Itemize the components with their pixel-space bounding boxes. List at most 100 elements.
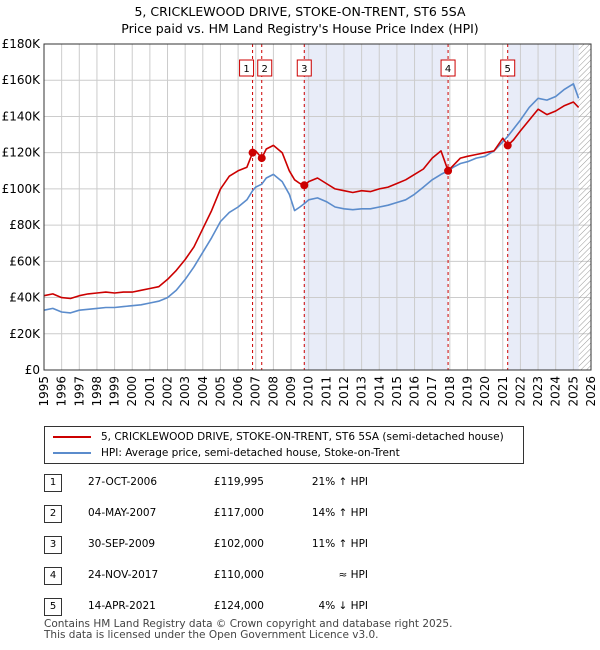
sale-label-text: 2 bbox=[262, 64, 268, 75]
chart-title: 5, CRICKLEWOOD DRIVE, STOKE-ON-TRENT, ST… bbox=[0, 3, 600, 37]
transaction-hpi: 21% ↑ HPI bbox=[311, 476, 368, 488]
x-tick-label: 2020 bbox=[478, 376, 492, 407]
shaded-range bbox=[507, 44, 579, 370]
x-tick-label: 2018 bbox=[443, 376, 457, 407]
transaction-hpi: 4% ↓ HPI bbox=[318, 600, 368, 612]
y-tick-label: £40K bbox=[9, 291, 41, 305]
transaction-row: 4 24-NOV-2017 £110,000 ≈ HPI bbox=[44, 567, 444, 598]
y-tick-label: £0 bbox=[25, 363, 40, 377]
y-tick-label: £160K bbox=[2, 73, 42, 87]
legend-item-property: 5, CRICKLEWOOD DRIVE, STOKE-ON-TRENT, ST… bbox=[53, 429, 504, 445]
x-tick-label: 1996 bbox=[55, 376, 69, 407]
transaction-price: £124,000 bbox=[213, 600, 264, 612]
sale-label-box bbox=[257, 59, 273, 77]
x-tick-label: 2001 bbox=[143, 376, 157, 407]
sale-point bbox=[257, 154, 266, 163]
sale-point bbox=[444, 166, 453, 175]
sale-label: 1 bbox=[239, 59, 255, 77]
grid-lines bbox=[43, 43, 592, 371]
x-tick-label: 2003 bbox=[178, 376, 192, 407]
footer-line-1: Contains HM Land Registry data © Crown c… bbox=[44, 618, 453, 630]
forecast-area bbox=[578, 44, 591, 370]
x-tick-label: 1995 bbox=[37, 376, 51, 407]
transaction-hpi: 11% ↑ HPI bbox=[311, 538, 368, 550]
x-tick-label: 2011 bbox=[319, 376, 333, 407]
legend-label-hpi: HPI: Average price, semi-detached house,… bbox=[101, 447, 400, 459]
sale-label: 3 bbox=[296, 59, 312, 77]
transaction-date: 27-OCT-2006 bbox=[88, 476, 157, 488]
y-tick-label: £100K bbox=[2, 182, 42, 196]
transactions-table: 1 27-OCT-2006 £119,995 21% ↑ HPI 2 04-MA… bbox=[44, 474, 444, 629]
x-tick-label: 2000 bbox=[125, 376, 139, 407]
x-tick-label: 2022 bbox=[513, 376, 527, 407]
sale-label-box bbox=[296, 59, 312, 77]
price-chart: 1 2 3 4 5 £0£20K£40K£60K£80K£100K£120K£140K£… bbox=[2, 37, 598, 407]
transaction-hpi: ≈ HPI bbox=[338, 569, 368, 581]
transaction-number: 2 bbox=[44, 505, 62, 523]
x-tick-label: 2002 bbox=[161, 376, 175, 407]
transaction-row: 3 30-SEP-2009 £102,000 11% ↑ HPI bbox=[44, 536, 444, 567]
x-tick-label: 2025 bbox=[566, 376, 580, 407]
forecast-hatch bbox=[578, 44, 591, 370]
sale-point bbox=[503, 141, 512, 150]
x-tick-label: 2026 bbox=[584, 376, 598, 407]
x-tick-label: 1999 bbox=[108, 376, 122, 407]
sale-label-text: 1 bbox=[243, 64, 249, 75]
x-tick-label: 2017 bbox=[425, 376, 439, 407]
y-tick-label: £20K bbox=[9, 327, 41, 341]
sale-label-box bbox=[440, 59, 456, 77]
x-tick-label: 2005 bbox=[213, 376, 227, 407]
x-tick-label: 1998 bbox=[90, 376, 104, 407]
transaction-price: £102,000 bbox=[213, 538, 264, 550]
x-tick-label: 2024 bbox=[549, 376, 563, 407]
sale-label-box bbox=[239, 59, 255, 77]
sale-label: 5 bbox=[500, 59, 516, 77]
legend-swatch-property bbox=[53, 436, 91, 438]
legend-swatch-hpi bbox=[53, 452, 91, 454]
axes: £0 £20K £40K £60K £80K £100K £120K £140K £160K £1… bbox=[2, 37, 598, 407]
plot-frame bbox=[43, 43, 592, 371]
x-tick-label: 2019 bbox=[460, 376, 474, 407]
transaction-price: £119,995 bbox=[213, 476, 264, 488]
x-tick-label: 2015 bbox=[390, 376, 404, 407]
legend-item-hpi: HPI: Average price, semi-detached house,… bbox=[53, 445, 400, 461]
transaction-number: 3 bbox=[44, 536, 62, 554]
x-tick-label: 2021 bbox=[496, 376, 510, 407]
x-tick-label: 2006 bbox=[231, 376, 245, 407]
legend-label-property: 5, CRICKLEWOOD DRIVE, STOKE-ON-TRENT, ST… bbox=[101, 431, 504, 443]
x-tick-label: 2016 bbox=[408, 376, 422, 407]
y-tick-label: £60K bbox=[9, 254, 41, 268]
sale-point bbox=[248, 148, 257, 157]
sale-label: 4 bbox=[440, 59, 456, 77]
sale-label-box bbox=[500, 59, 516, 77]
transaction-number: 4 bbox=[44, 567, 62, 585]
x-tick-label: 2004 bbox=[196, 376, 210, 407]
title-line-2: Price paid vs. HM Land Registry's House … bbox=[121, 21, 479, 36]
transaction-date: 04-MAY-2007 bbox=[88, 507, 157, 519]
y-tick-label: £80K bbox=[9, 218, 41, 232]
legend: 5, CRICKLEWOOD DRIVE, STOKE-ON-TRENT, ST… bbox=[44, 426, 524, 464]
x-tick-label: 2008 bbox=[266, 376, 280, 407]
x-tick-label: 1997 bbox=[72, 376, 86, 407]
title-line-1: 5, CRICKLEWOOD DRIVE, STOKE-ON-TRENT, ST… bbox=[134, 4, 466, 19]
sale-label: 2 bbox=[257, 59, 273, 77]
x-tick-label: 2013 bbox=[355, 376, 369, 407]
transaction-date: 30-SEP-2009 bbox=[88, 538, 156, 550]
x-tick-label: 2014 bbox=[372, 376, 386, 407]
x-tick-label: 2023 bbox=[531, 376, 545, 407]
shaded-periods bbox=[304, 44, 579, 370]
transaction-number: 1 bbox=[44, 474, 62, 492]
transaction-price: £117,000 bbox=[213, 507, 264, 519]
x-tick-label: 2007 bbox=[249, 376, 263, 407]
sale-labels: 1 2 3 4 5 bbox=[239, 59, 516, 77]
transaction-hpi: 14% ↑ HPI bbox=[311, 507, 368, 519]
x-tick-label: 2012 bbox=[337, 376, 351, 407]
sale-point bbox=[300, 181, 309, 190]
y-tick-label: £140K bbox=[2, 109, 42, 123]
transaction-date: 14-APR-2021 bbox=[88, 600, 156, 612]
x-tick-label: 2009 bbox=[284, 376, 298, 407]
sale-points bbox=[248, 141, 512, 190]
transaction-row: 2 04-MAY-2007 £117,000 14% ↑ HPI bbox=[44, 505, 444, 536]
footer-line-2: This data is licensed under the Open Gov… bbox=[44, 629, 379, 641]
sale-marker-lines bbox=[252, 44, 509, 370]
